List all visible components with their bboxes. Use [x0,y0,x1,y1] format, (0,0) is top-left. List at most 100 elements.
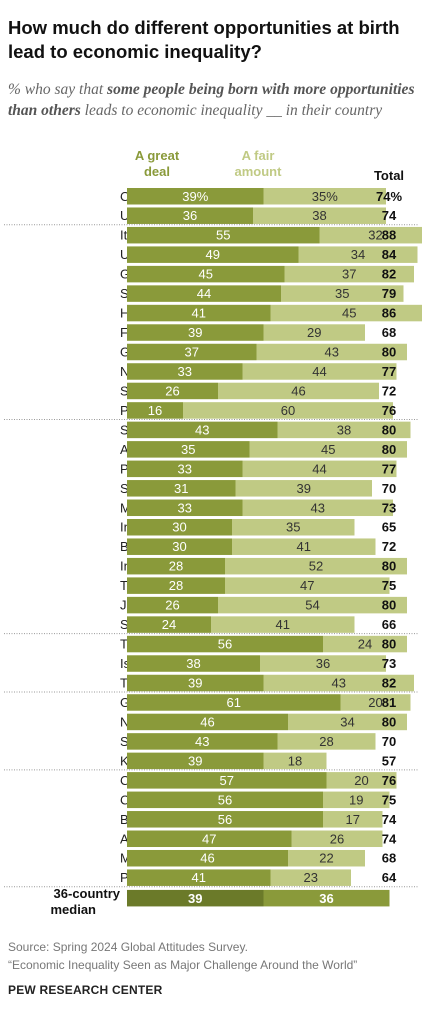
value-fair-amount: 52 [309,559,323,574]
value-great-deal: 39 [188,325,202,340]
value-great-deal: 39 [188,676,202,691]
value-fair-amount: 46 [291,383,305,398]
value-total: 68 [382,851,396,866]
value-fair-amount: 35 [335,286,349,301]
bar-great-deal [127,188,264,205]
value-fair-amount: 32 [368,228,382,243]
bar-great-deal [127,596,218,614]
bar-fair-amount [323,811,383,828]
value-total: 68 [382,325,396,340]
value-fair-amount: 36 [316,656,330,671]
value-total: 84 [382,247,397,262]
bar-great-deal [127,382,218,400]
value-great-deal: 39% [182,189,208,204]
value-total: 80 [382,637,396,652]
bar-fair-amount [284,265,414,283]
bar-fair-amount [218,382,379,400]
value-fair-amount: 43 [311,500,325,515]
value-great-deal: 33 [178,364,192,379]
bar-great-deal [127,363,243,380]
value-fair-amount: 19 [349,792,363,807]
bar-fair-amount [319,226,422,244]
bar-great-deal [127,733,278,750]
value-total: 80 [382,442,396,457]
value-total: 77 [382,364,396,379]
bar-great-deal [127,441,250,458]
median-value-great-deal: 39 [188,891,202,906]
value-total: 76 [382,773,396,788]
value-great-deal: 41 [192,306,206,321]
value-total: 74% [376,189,402,204]
value-total: 77 [382,461,396,476]
value-fair-amount: 43 [325,345,339,360]
legend-fair-amount: A fair [242,148,275,163]
bar-fair-amount [291,830,383,848]
bar-great-deal [127,480,236,497]
value-total: 73 [382,656,396,671]
bar-fair-amount [323,791,390,809]
bar-great-deal [127,849,288,867]
bar-fair-amount [232,518,355,536]
bar-fair-amount [277,421,411,439]
bar-great-deal [127,402,183,419]
bar-great-deal [127,752,264,770]
value-fair-amount: 17 [346,812,360,827]
value-great-deal: 36 [183,208,197,223]
value-great-deal: 24 [162,617,176,632]
bar-fair-amount [249,441,407,458]
value-fair-amount: 35 [286,520,300,535]
legend-great-deal: A great [135,148,180,163]
bar-fair-amount [242,460,397,478]
bar-great-deal [127,674,264,692]
legend-great-deal: deal [144,164,170,179]
subtitle-pre: % who say that [8,81,108,98]
subtitle-bold: some people being born with more opportu… [8,81,415,119]
value-total: 76 [382,403,396,418]
value-total: 74 [382,812,397,827]
bar-great-deal [127,772,327,789]
bar-fair-amount [263,674,414,692]
bar-fair-amount [211,616,355,633]
value-great-deal: 35 [181,442,195,457]
value-fair-amount: 23 [304,870,318,885]
bar-great-deal [127,265,285,283]
value-great-deal: 56 [218,792,232,807]
bar-great-deal [127,343,257,361]
bar-fair-amount [260,655,386,672]
bar-fair-amount [263,188,386,205]
value-great-deal: 28 [169,578,183,593]
value-fair-amount: 47 [300,578,314,593]
value-fair-amount: 28 [319,734,333,749]
value-fair-amount: 54 [305,598,319,613]
source-line-2: “Economic Inequality Seen as Major Chall… [8,958,358,972]
value-great-deal: 37 [185,345,199,360]
value-total: 74 [382,831,397,846]
value-great-deal: 33 [178,500,192,515]
bar-great-deal [127,304,271,322]
bar-fair-amount [235,480,372,497]
bar-great-deal [127,285,281,302]
bar-great-deal [127,694,341,711]
value-great-deal: 56 [218,812,232,827]
value-great-deal: 33 [178,461,192,476]
value-fair-amount: 34 [351,247,365,262]
value-total: 80 [382,345,396,360]
value-fair-amount: 20 [354,773,368,788]
bar-great-deal [127,791,323,809]
value-total: 80 [382,598,396,613]
value-great-deal: 46 [200,714,214,729]
value-fair-amount: 41 [276,617,290,632]
bar-fair-amount [288,849,365,867]
value-fair-amount: 44 [312,461,326,476]
bar-fair-amount [256,343,407,361]
bar-fair-amount [288,713,407,731]
bar-fair-amount [270,869,351,886]
bar-great-deal [127,538,232,555]
bar-fair-amount [281,285,404,302]
bar-fair-amount [326,772,397,789]
value-great-deal: 43 [195,422,209,437]
bar-great-deal [127,421,278,439]
value-fair-amount: 18 [288,753,302,768]
value-great-deal: 26 [165,383,179,398]
